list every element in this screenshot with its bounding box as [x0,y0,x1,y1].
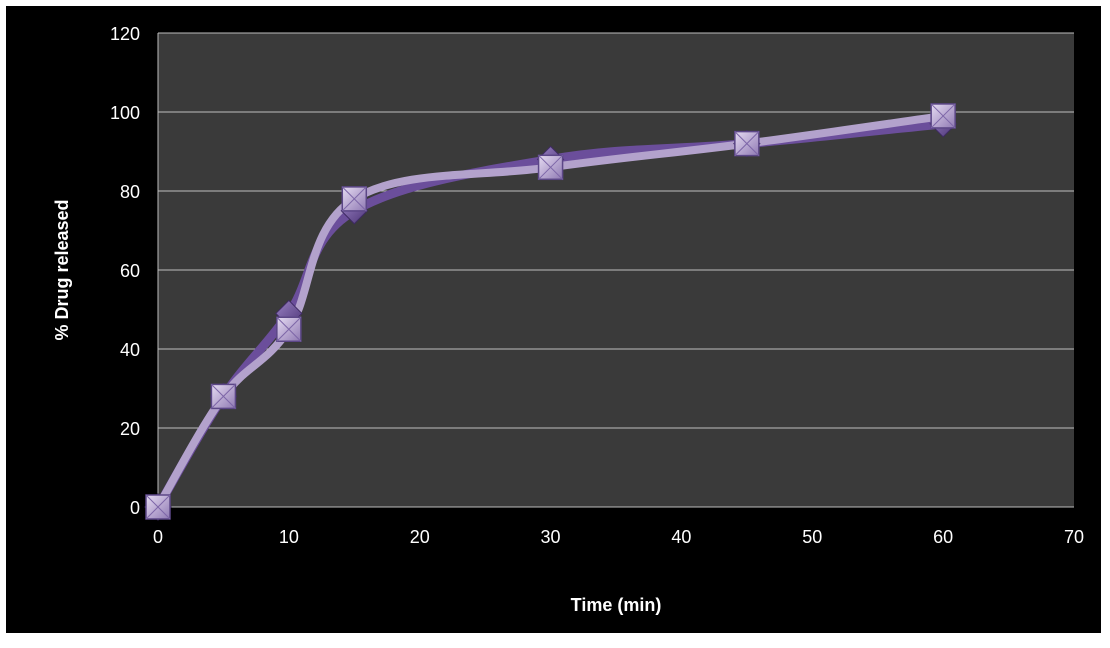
series-2-point [276,316,302,342]
x-tick-labels: 0 10 20 30 40 50 60 70 [153,527,1084,547]
series-markers [144,103,957,521]
chart-area: 0 20 40 60 80 100 120 0 10 20 30 40 50 60 70 Time (mi… [6,6,1101,633]
y-tick-label: 0 [130,498,140,518]
marker-diagonal [145,494,171,520]
marker-diagonal [341,186,367,212]
y-axis-title: % Drug released [52,199,72,340]
marker-diagonal [734,131,760,156]
y-tick-label: 120 [110,24,140,44]
x-tick-label: 70 [1064,527,1084,547]
line-chart: 0 20 40 60 80 100 120 0 10 20 30 40 50 60 70 Time (mi… [52,24,1084,615]
series-2-point [930,103,956,129]
series-2-point [210,383,237,410]
marker-diagonal [930,103,956,129]
y-tick-labels: 0 20 40 60 80 100 120 [110,24,140,518]
x-tick-label: 0 [153,527,163,547]
series-2-point [145,494,171,520]
series-2-point [341,186,368,212]
y-tick-label: 40 [120,340,140,360]
x-tick-label: 50 [802,527,822,547]
x-axis-title: Time (min) [571,595,662,615]
series-2-point [734,130,760,157]
y-tick-label: 80 [120,182,140,202]
x-tick-label: 20 [410,527,430,547]
y-tick-label: 60 [120,261,140,281]
marker-diagonal [276,316,302,342]
y-tick-label: 20 [120,419,140,439]
x-tick-label: 40 [671,527,691,547]
marker-diagonal [211,384,236,409]
x-tick-label: 10 [279,527,299,547]
y-tick-label: 100 [110,103,140,123]
series-2-point [537,154,564,181]
x-tick-label: 30 [541,527,561,547]
marker-diagonal [538,154,563,180]
x-tick-label: 60 [933,527,953,547]
